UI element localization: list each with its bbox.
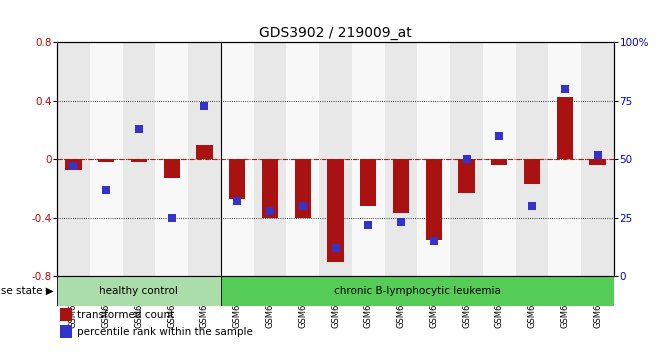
Bar	[221, 276, 614, 306]
Point	[264, 208, 275, 213]
Point	[166, 215, 177, 221]
Point	[68, 164, 79, 169]
Point	[527, 203, 537, 209]
Point	[396, 219, 407, 225]
Bar	[57, 276, 221, 306]
Bar	[229, 159, 246, 199]
Bar	[319, 42, 352, 276]
Point	[363, 222, 374, 228]
Bar	[57, 42, 90, 276]
Bar	[164, 159, 180, 178]
Text: percentile rank within the sample: percentile rank within the sample	[76, 327, 252, 337]
Bar	[98, 159, 114, 162]
Point	[330, 245, 341, 251]
Bar	[197, 145, 213, 159]
Text: disease state ▶: disease state ▶	[0, 286, 54, 296]
Bar	[352, 42, 384, 276]
Bar	[65, 159, 82, 170]
Point	[494, 133, 505, 139]
Bar	[384, 42, 417, 276]
Bar	[425, 159, 442, 240]
Point	[134, 126, 144, 132]
Bar	[60, 308, 72, 321]
Bar	[155, 42, 188, 276]
Point	[101, 187, 111, 193]
Bar	[491, 159, 507, 165]
Bar	[221, 42, 254, 276]
Bar	[458, 159, 475, 193]
Bar	[123, 42, 155, 276]
Bar	[483, 42, 516, 276]
Bar	[287, 42, 319, 276]
Bar	[548, 42, 581, 276]
Point	[297, 203, 308, 209]
Text: healthy control: healthy control	[99, 286, 178, 296]
Bar	[90, 42, 123, 276]
Bar	[516, 42, 548, 276]
Bar	[524, 159, 540, 184]
Point	[592, 152, 603, 158]
Bar	[295, 159, 311, 218]
Bar	[60, 325, 72, 338]
Bar	[393, 159, 409, 213]
Title: GDS3902 / 219009_at: GDS3902 / 219009_at	[259, 26, 412, 40]
Bar	[557, 97, 573, 159]
Bar	[589, 159, 606, 165]
Point	[232, 199, 243, 204]
Point	[428, 238, 439, 244]
Bar	[360, 159, 376, 206]
Bar	[188, 42, 221, 276]
Point	[560, 86, 570, 92]
Bar	[131, 159, 147, 162]
Bar	[262, 159, 278, 218]
Bar	[254, 42, 287, 276]
Bar	[581, 42, 614, 276]
Text: chronic B-lymphocytic leukemia: chronic B-lymphocytic leukemia	[334, 286, 501, 296]
Bar	[450, 42, 483, 276]
Point	[199, 103, 210, 108]
Text: transformed count: transformed count	[76, 310, 174, 320]
Bar	[327, 159, 344, 262]
Point	[461, 156, 472, 162]
Bar	[417, 42, 450, 276]
